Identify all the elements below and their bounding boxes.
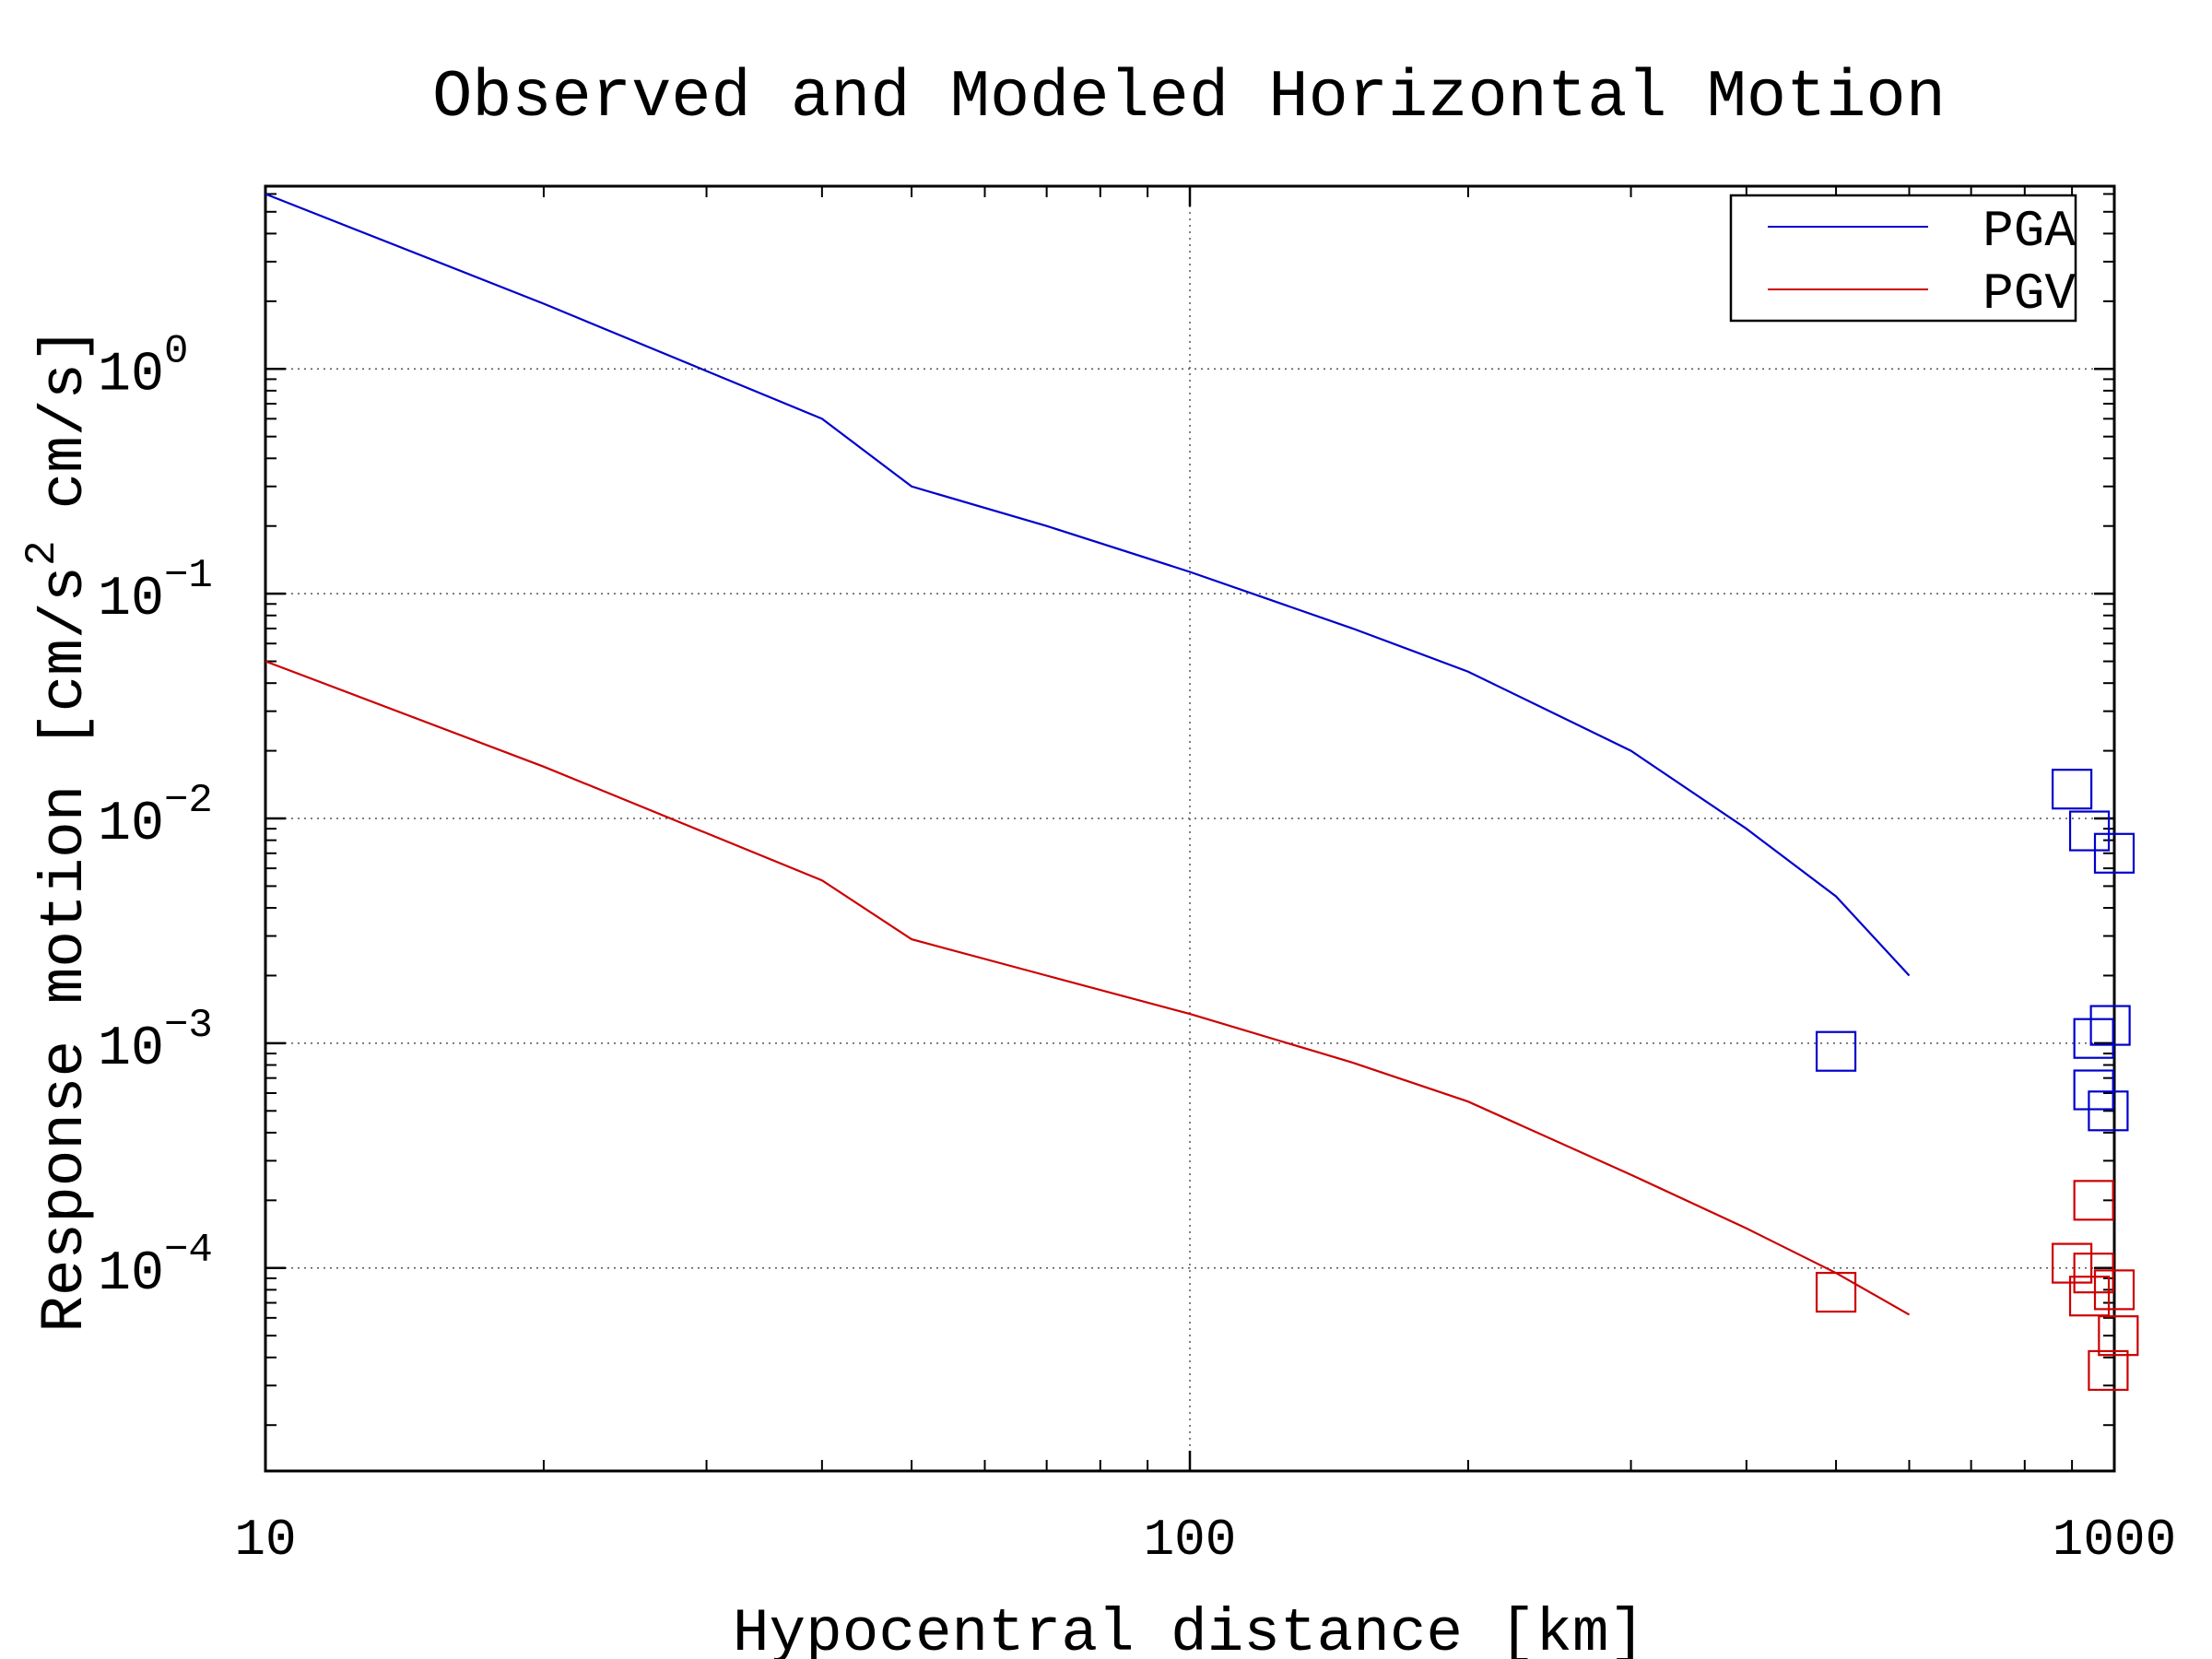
y-tick-exponent: −3 <box>164 1003 213 1049</box>
data-point-marker <box>2093 1269 2136 1311</box>
y-tick-exponent: 0 <box>164 328 188 374</box>
data-point-marker <box>1815 1030 1857 1072</box>
y-tick-exponent: −4 <box>164 1228 213 1274</box>
y-tick-exponent: −2 <box>164 778 213 824</box>
x-tick-label: 10 <box>234 1511 296 1570</box>
chart-title: Observed and Modeled Horizontal Motion <box>432 60 1946 135</box>
data-point-marker <box>2073 1018 2114 1059</box>
data-point-marker <box>2068 810 2111 852</box>
y-axis-label: Response motion [cm/s2 cm/s] <box>18 326 100 1332</box>
data-point-marker <box>2089 1005 2131 1046</box>
svg-text:Response motion [cm/s2cm/s]: Response motion [cm/s2 cm/s] <box>18 326 100 1332</box>
data-point-marker <box>2098 1315 2139 1357</box>
x-tick-label: 100 <box>1144 1511 1237 1570</box>
data-point-marker <box>2093 832 2136 874</box>
y-tick-label: 100 <box>98 328 188 406</box>
y-tick-label: 10−3 <box>98 1003 213 1081</box>
x-tick-labels: 10 100 1000 <box>234 1511 2176 1570</box>
data-point-marker <box>1815 1271 1857 1313</box>
y-tick-exponent: −1 <box>164 553 213 599</box>
data-point-marker <box>2088 1090 2129 1132</box>
data-point-marker <box>2052 1242 2093 1284</box>
series-line-pga <box>265 193 1911 977</box>
y-tick-label: 10−2 <box>98 778 213 856</box>
data-point-marker <box>2052 769 2093 810</box>
y-axis-label-main: Response motion [cm/s <box>30 566 100 1333</box>
data-point-marker <box>2073 1180 2114 1221</box>
y-axis-label-tail: cm/s] <box>30 326 100 509</box>
data-point-marker <box>2068 1276 2111 1317</box>
y-tick-label: 10−4 <box>98 1228 213 1306</box>
y-tick-base: 10 <box>98 569 164 631</box>
y-axis-label-superscript: 2 <box>18 540 66 566</box>
series-line-pgv <box>265 660 1911 1316</box>
legend-label-pga: PGA <box>1983 202 2076 261</box>
y-tick-base: 10 <box>98 1018 164 1081</box>
legend: PGA PGV <box>1729 194 2077 324</box>
minor-ticks <box>264 186 2116 1471</box>
grid-lines <box>265 186 2114 1471</box>
legend-label-pgv: PGV <box>1983 265 2076 324</box>
y-tick-base: 10 <box>98 344 164 406</box>
y-tick-base: 10 <box>98 1243 164 1306</box>
series-layer <box>265 193 2139 1392</box>
y-tick-label: 10−1 <box>98 553 213 631</box>
x-tick-label: 1000 <box>2053 1511 2176 1570</box>
x-axis-label: Hypocentral distance [km] <box>733 1599 1645 1659</box>
data-point-marker <box>2088 1349 2129 1392</box>
legend-box <box>1729 194 2077 323</box>
data-point-marker <box>2073 1253 2114 1294</box>
y-tick-base: 10 <box>98 794 164 856</box>
data-point-marker <box>2073 1069 2114 1111</box>
